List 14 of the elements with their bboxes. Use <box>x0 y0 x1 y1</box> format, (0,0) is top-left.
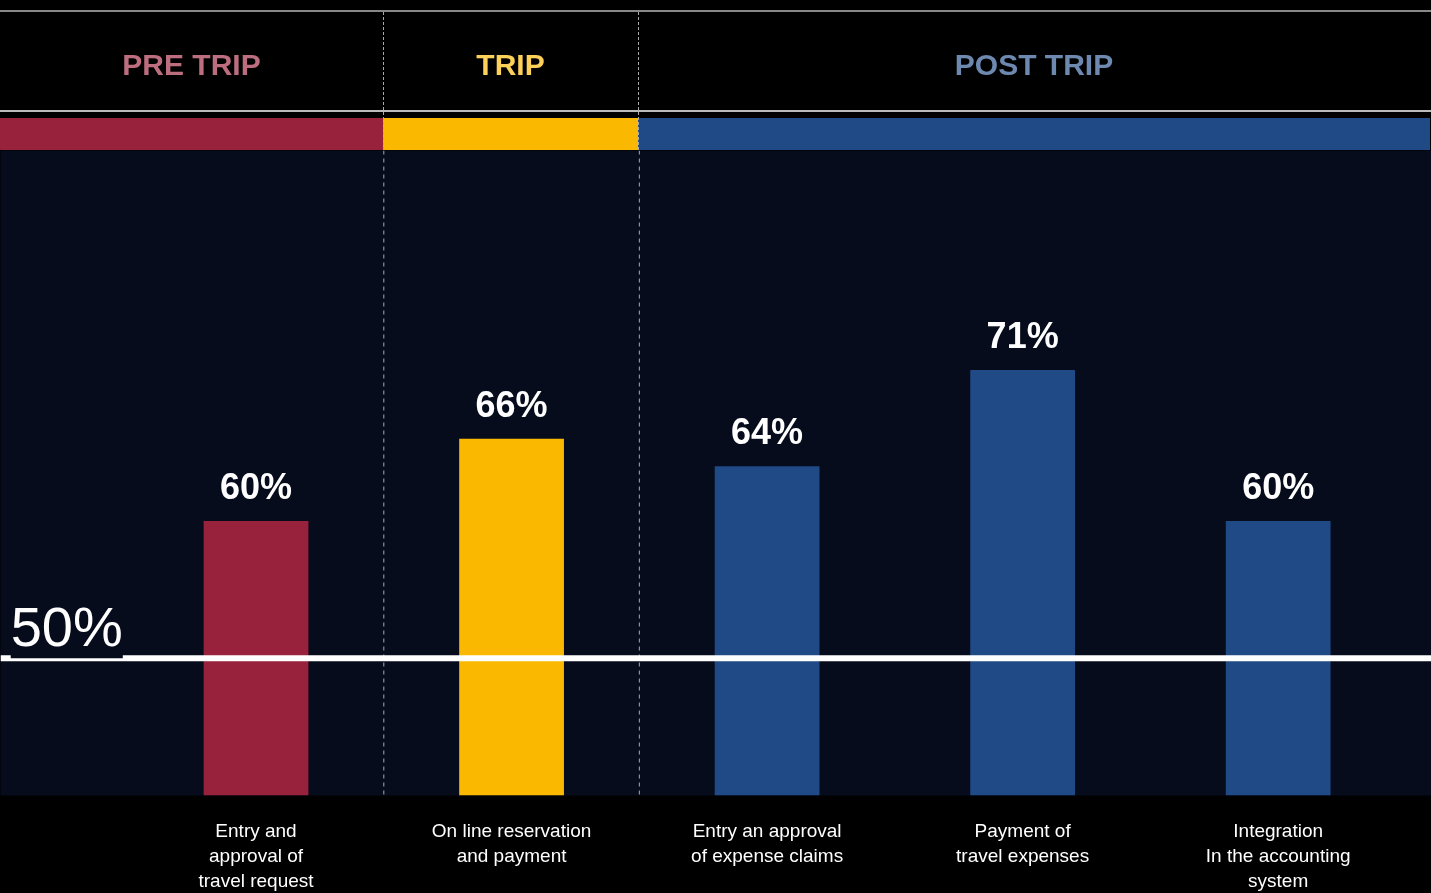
data-label: 60% <box>1242 466 1315 508</box>
text: POST TRIP <box>953 48 1115 82</box>
text: TRIP <box>475 48 546 82</box>
x-tick-label: Payment of travel expenses <box>956 819 1090 866</box>
x-tick-label: On line reservation and payment <box>431 819 592 866</box>
x-tick-label: Integration In the accounting system <box>1205 819 1351 891</box>
data-label: 60% <box>220 466 293 508</box>
x-tick-label: Entry an approval of expense claims <box>691 819 844 866</box>
x-tick-label: Entry and approval of travel request <box>198 819 315 891</box>
data-label: 64% <box>731 411 804 453</box>
data-label: 71% <box>986 315 1059 357</box>
text: PRE TRIP <box>121 48 262 82</box>
ref-line-label: 50% <box>10 595 123 659</box>
data-label: 66% <box>475 383 548 425</box>
